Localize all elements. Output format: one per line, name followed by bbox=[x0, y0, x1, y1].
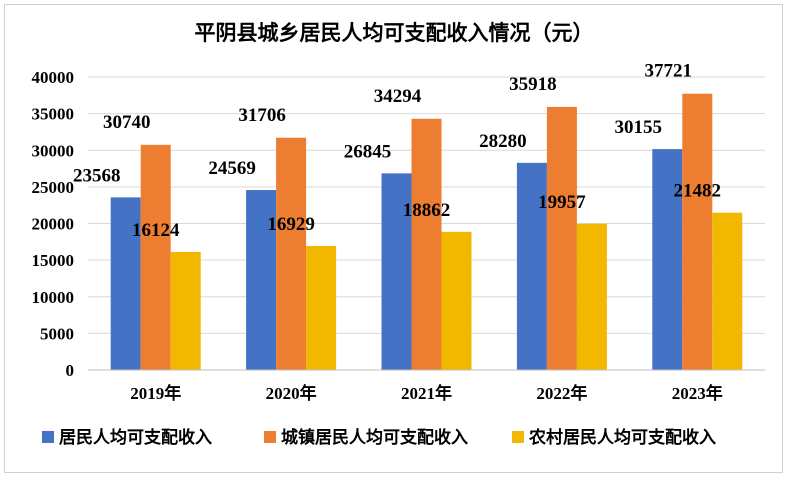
bar-2 bbox=[546, 106, 577, 371]
chart-title: 平阴县城乡居民人均可支配收入情况（元） bbox=[195, 20, 594, 45]
bar-2 bbox=[411, 118, 442, 370]
legend-label: 居民人均可支配收入 bbox=[59, 427, 212, 448]
bars bbox=[110, 93, 743, 371]
data-label: 30155 bbox=[615, 117, 663, 138]
y-tick-label: 35000 bbox=[32, 105, 75, 124]
data-label: 24569 bbox=[208, 158, 256, 179]
legend-swatch bbox=[264, 431, 276, 443]
y-tick-label: 15000 bbox=[32, 251, 75, 270]
y-tick-label: 25000 bbox=[32, 178, 75, 197]
data-label: 34294 bbox=[374, 86, 422, 107]
bar-2 bbox=[140, 144, 171, 370]
data-label: 16124 bbox=[132, 220, 180, 241]
data-label: 35918 bbox=[509, 74, 557, 95]
bar-2 bbox=[682, 93, 713, 371]
bar-2 bbox=[276, 137, 307, 370]
data-label: 37721 bbox=[645, 61, 693, 82]
bar-1 bbox=[652, 149, 683, 370]
legend-swatch bbox=[42, 431, 54, 443]
data-label: 23568 bbox=[73, 165, 121, 186]
y-tick-label: 10000 bbox=[32, 288, 75, 307]
y-tick-label: 5000 bbox=[40, 324, 74, 343]
data-label: 28280 bbox=[479, 131, 527, 152]
data-label: 19957 bbox=[538, 192, 586, 213]
y-axis-ticks: 0 5000 10000 15000 20000 25000 30000 35000 40000 bbox=[32, 68, 75, 380]
y-tick-label: 40000 bbox=[32, 68, 75, 87]
x-category-label: 2020年 bbox=[266, 383, 317, 403]
data-label: 16929 bbox=[267, 214, 315, 235]
x-category-label: 2023年 bbox=[672, 383, 723, 403]
data-label: 26845 bbox=[344, 141, 392, 162]
y-tick-label: 20000 bbox=[32, 215, 75, 234]
y-tick-label: 0 bbox=[66, 361, 75, 380]
bar-3 bbox=[306, 245, 337, 370]
y-tick-label: 30000 bbox=[32, 141, 75, 160]
data-label: 18862 bbox=[403, 200, 451, 221]
bar-3 bbox=[441, 231, 472, 370]
x-category-label: 2022年 bbox=[536, 383, 587, 403]
bar-3 bbox=[712, 212, 743, 370]
bar-1 bbox=[381, 173, 412, 370]
x-category-label: 2021年 bbox=[401, 383, 452, 403]
data-label: 31706 bbox=[238, 105, 286, 126]
data-labels: 23568 30740 16124 24569 31706 16929 26845 34294… bbox=[73, 61, 721, 241]
legend-label: 城镇居民人均可支配收入 bbox=[281, 427, 468, 448]
legend: 居民人均可支配收入 城镇居民人均可支配收入 农村居民人均可支配收入 bbox=[42, 427, 716, 448]
bar-1 bbox=[110, 197, 141, 370]
bar-1 bbox=[246, 190, 277, 370]
bar-1 bbox=[516, 162, 547, 370]
x-axis-categories: 2019年 2020年 2021年 2022年 2023年 bbox=[130, 383, 723, 403]
x-category-label: 2019年 bbox=[130, 383, 181, 403]
data-label: 30740 bbox=[103, 112, 151, 133]
data-label: 21482 bbox=[674, 181, 722, 202]
legend-swatch bbox=[512, 431, 524, 443]
bar-3 bbox=[576, 223, 607, 370]
legend-label: 农村居民人均可支配收入 bbox=[528, 427, 716, 448]
bar-3 bbox=[170, 251, 201, 370]
